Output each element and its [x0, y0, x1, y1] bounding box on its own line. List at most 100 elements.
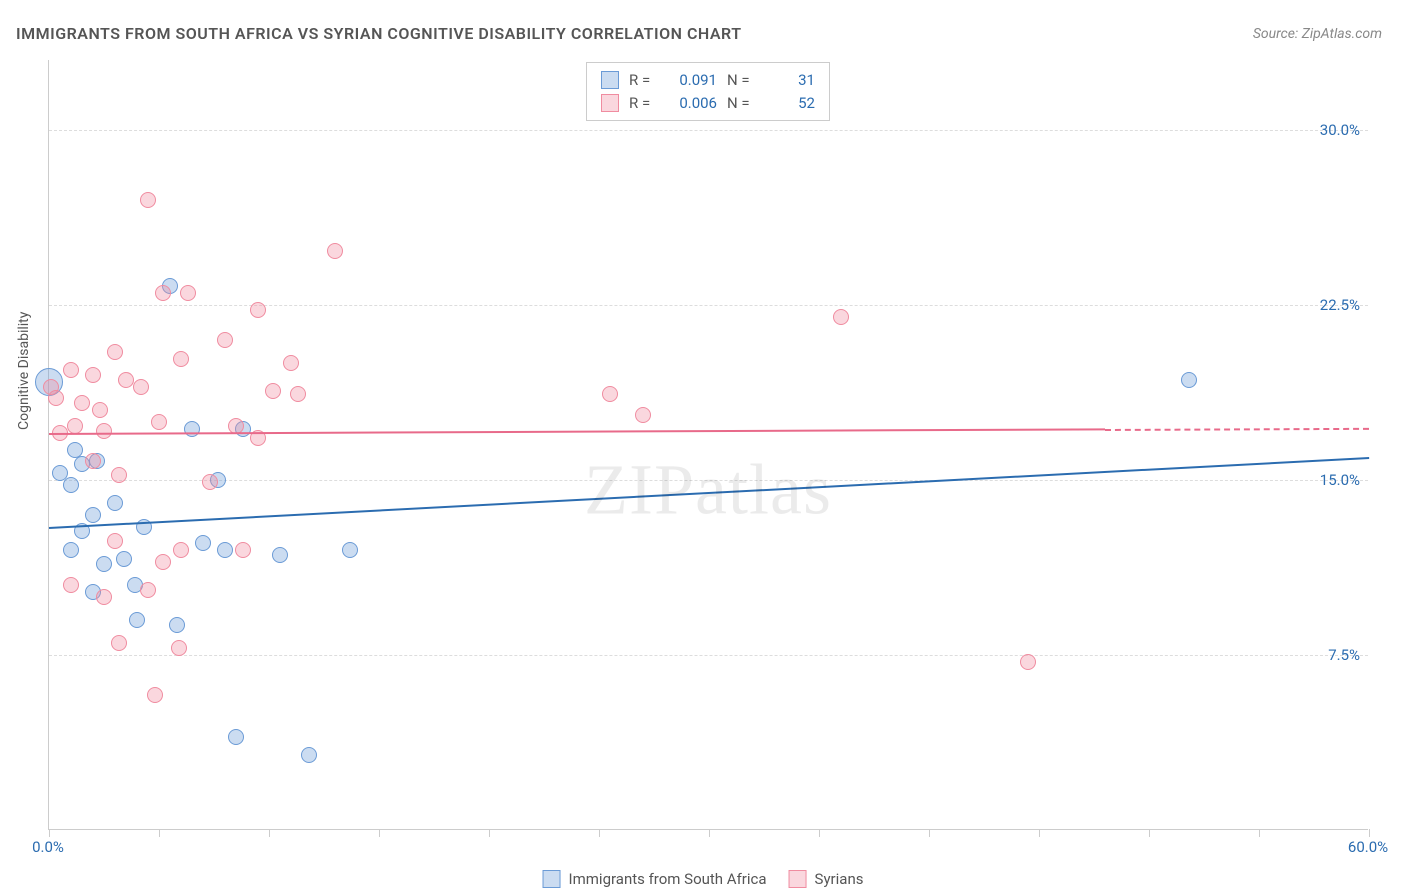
legend-series-name: Immigrants from South Africa — [569, 870, 767, 888]
trend-line — [49, 457, 1369, 529]
data-point — [140, 192, 156, 208]
legend-item: Immigrants from South Africa — [543, 870, 767, 888]
data-point — [63, 477, 79, 493]
data-point — [43, 379, 59, 395]
data-point — [107, 344, 123, 360]
data-point — [129, 612, 145, 628]
gridline-h — [49, 130, 1368, 131]
x-tick — [1149, 829, 1150, 837]
chart-title: IMMIGRANTS FROM SOUTH AFRICA VS SYRIAN C… — [16, 24, 742, 43]
legend-row: R = 0.091 N = 31 — [601, 69, 815, 92]
data-point — [85, 367, 101, 383]
data-point — [833, 309, 849, 325]
x-tick — [489, 829, 490, 837]
data-point — [635, 407, 651, 423]
data-point — [74, 395, 90, 411]
legend-swatch — [601, 71, 619, 89]
data-point — [116, 551, 132, 567]
data-point — [155, 554, 171, 570]
data-point — [96, 423, 112, 439]
data-point — [265, 383, 281, 399]
data-point — [180, 285, 196, 301]
data-point — [217, 332, 233, 348]
x-tick-label: 0.0% — [32, 838, 64, 856]
x-tick — [49, 829, 50, 837]
y-tick-label: 15.0% — [1320, 471, 1360, 489]
trend-line — [49, 429, 1105, 436]
data-point — [171, 640, 187, 656]
x-tick — [819, 829, 820, 837]
data-point — [118, 372, 134, 388]
data-point — [228, 729, 244, 745]
x-tick — [269, 829, 270, 837]
data-point — [92, 402, 108, 418]
correlation-legend: R = 0.091 N = 31 R = 0.006 N = 52 — [586, 62, 830, 121]
data-point — [602, 386, 618, 402]
data-point — [147, 687, 163, 703]
trend-line — [1105, 427, 1369, 430]
x-tick — [159, 829, 160, 837]
x-tick — [1369, 829, 1370, 837]
y-tick-label: 22.5% — [1320, 296, 1360, 314]
data-point — [133, 379, 149, 395]
y-tick-label: 30.0% — [1320, 121, 1360, 139]
data-point — [111, 635, 127, 651]
data-point — [173, 542, 189, 558]
x-tick — [1039, 829, 1040, 837]
gridline-h — [49, 655, 1368, 656]
data-point — [107, 495, 123, 511]
data-point — [140, 582, 156, 598]
series-legend: Immigrants from South Africa Syrians — [543, 870, 864, 888]
data-point — [63, 577, 79, 593]
data-point — [235, 542, 251, 558]
x-tick-label: 60.0% — [1348, 838, 1388, 856]
data-point — [85, 453, 101, 469]
legend-series-name: Syrians — [815, 870, 864, 888]
data-point — [63, 362, 79, 378]
x-tick — [1259, 829, 1260, 837]
data-point — [96, 589, 112, 605]
legend-n-value: 52 — [765, 92, 815, 115]
legend-r-value: 0.091 — [667, 69, 717, 92]
data-point — [1020, 654, 1036, 670]
data-point — [1181, 372, 1197, 388]
source-attribution: Source: ZipAtlas.com — [1253, 26, 1382, 42]
data-point — [250, 302, 266, 318]
plot-region: 7.5% 15.0% 22.5% 30.0% — [48, 60, 1368, 830]
y-axis-title: Cognitive Disability — [16, 312, 32, 430]
legend-row: R = 0.006 N = 52 — [601, 92, 815, 115]
legend-r-label: R = — [629, 69, 657, 92]
data-point — [63, 542, 79, 558]
data-point — [151, 414, 167, 430]
y-tick-label: 7.5% — [1328, 646, 1360, 664]
legend-n-value: 31 — [765, 69, 815, 92]
data-point — [290, 386, 306, 402]
legend-swatch — [789, 870, 807, 888]
data-point — [169, 617, 185, 633]
legend-n-label: N = — [727, 69, 755, 92]
data-point — [155, 285, 171, 301]
x-tick — [929, 829, 930, 837]
x-tick — [379, 829, 380, 837]
data-point — [85, 507, 101, 523]
data-point — [217, 542, 233, 558]
legend-item: Syrians — [789, 870, 864, 888]
legend-r-label: R = — [629, 92, 657, 115]
data-point — [173, 351, 189, 367]
x-tick — [709, 829, 710, 837]
data-point — [107, 533, 123, 549]
data-point — [96, 556, 112, 572]
data-point — [272, 547, 288, 563]
x-tick — [599, 829, 600, 837]
data-point — [301, 747, 317, 763]
data-point — [327, 243, 343, 259]
data-point — [111, 467, 127, 483]
data-point — [342, 542, 358, 558]
data-point — [202, 474, 218, 490]
chart-area: 7.5%15.0%22.5%30.0% ZIPatlas R =0.091N =… — [48, 60, 1368, 830]
gridline-h — [49, 480, 1368, 481]
legend-swatch — [601, 94, 619, 112]
legend-n-label: N = — [727, 92, 755, 115]
legend-swatch — [543, 870, 561, 888]
legend-r-value: 0.006 — [667, 92, 717, 115]
